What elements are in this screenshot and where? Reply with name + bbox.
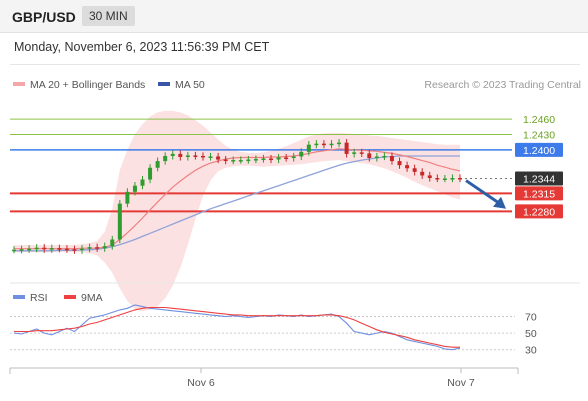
rsi-line (13, 304, 461, 351)
candle (352, 152, 357, 154)
rsi-plot: 30 50 70 (10, 304, 537, 357)
candle (276, 157, 281, 160)
candle (140, 179, 145, 186)
candle (397, 161, 402, 166)
candle (269, 158, 274, 161)
forecast-arrow-shaft (465, 179, 501, 205)
candle (329, 143, 334, 146)
candle (117, 203, 122, 240)
candle (261, 158, 266, 161)
candle (87, 247, 92, 249)
candle (246, 159, 251, 162)
timeframe-button[interactable]: 30 MIN (82, 6, 135, 26)
candle (148, 167, 153, 180)
x-tick-label-Nov 7: Nov 7 (447, 377, 475, 389)
candle (12, 249, 16, 252)
rsi-level-label-50: 50 (525, 328, 537, 340)
candle (359, 152, 364, 154)
candle (155, 161, 160, 168)
candle (163, 155, 168, 162)
rsi-level-label-70: 70 (525, 312, 537, 324)
candle (442, 178, 447, 181)
candle (382, 155, 387, 158)
candle (208, 156, 213, 158)
candle (216, 156, 221, 160)
candle (95, 247, 100, 249)
ma20-legend-swatch (13, 82, 25, 86)
candle (412, 168, 417, 172)
candle (321, 143, 326, 146)
level-value-1.2344: 1.2344 (523, 174, 555, 186)
ma50-legend-swatch (158, 82, 170, 86)
candle (367, 153, 372, 159)
candle (57, 248, 62, 250)
candle (80, 248, 85, 251)
candle (427, 175, 432, 178)
rsi-ma-legend-label: 9MA (81, 292, 103, 304)
candle (420, 171, 425, 176)
rsi-ma-legend-swatch (64, 295, 76, 299)
candle (337, 142, 342, 145)
candle (314, 143, 319, 146)
ma20-legend-label: MA 20 + Bollinger Bands (30, 79, 145, 91)
candle (458, 178, 462, 180)
candle (231, 160, 236, 162)
candle (19, 249, 24, 251)
candle (185, 155, 190, 157)
candle (238, 160, 243, 162)
divider (10, 64, 580, 65)
top-bar: GBP/USD 30 MIN (0, 0, 588, 33)
rsi-level-label-30: 30 (525, 345, 537, 357)
candle (102, 246, 107, 249)
candle (34, 247, 39, 250)
rsi-ma-line (14, 306, 460, 348)
level-value-1.2460: 1.2460 (523, 114, 555, 126)
level-value-1.2400: 1.2400 (523, 145, 555, 157)
chart-datetime: Monday, November 6, 2023 11:56:39 PM CET (14, 40, 270, 54)
candle (193, 155, 198, 157)
candle (253, 159, 258, 161)
candle (223, 159, 228, 162)
candle (125, 191, 130, 204)
level-value-1.2430: 1.2430 (523, 129, 555, 141)
candle (291, 156, 296, 159)
x-tick-label-Nov 6: Nov 6 (187, 377, 215, 389)
price-plot: 1.2460 1.2430 1.2400 1.2344 1.2315 1.2280 (10, 110, 563, 312)
candle (170, 153, 175, 156)
candle (132, 185, 137, 192)
level-value-1.2280: 1.2280 (523, 206, 555, 218)
candle (42, 247, 47, 250)
level-badge-1.2315 (515, 186, 563, 201)
x-axis-ticks: Nov 6 Nov 7 (187, 368, 475, 389)
candle (49, 248, 54, 250)
level-value-1.2315: 1.2315 (523, 188, 555, 200)
candle (450, 178, 455, 180)
rsi-legend-label: RSI (30, 292, 48, 304)
bollinger-band (14, 110, 460, 312)
rsi-legend-swatch (13, 295, 25, 299)
credit-label: Research © 2023 Trading Central (424, 79, 581, 91)
ma50-legend-label: MA 50 (175, 79, 205, 91)
candle (405, 165, 410, 169)
level-badge-1.2400 (515, 142, 563, 157)
level-badge-1.2280 (515, 204, 563, 219)
candle (306, 144, 311, 152)
level-badge-1.2344 (515, 171, 563, 186)
symbol-label: GBP/USD (12, 9, 76, 25)
candle (72, 249, 77, 251)
forecast-arrow-head (493, 196, 506, 209)
candle (178, 153, 183, 157)
candle (374, 156, 379, 159)
candle (200, 155, 205, 158)
candle (389, 155, 394, 162)
candle (110, 239, 115, 247)
candle (284, 157, 289, 159)
candle (299, 151, 304, 157)
candle (27, 248, 32, 251)
candle (435, 178, 440, 180)
candle (64, 248, 69, 251)
candle (344, 142, 349, 154)
